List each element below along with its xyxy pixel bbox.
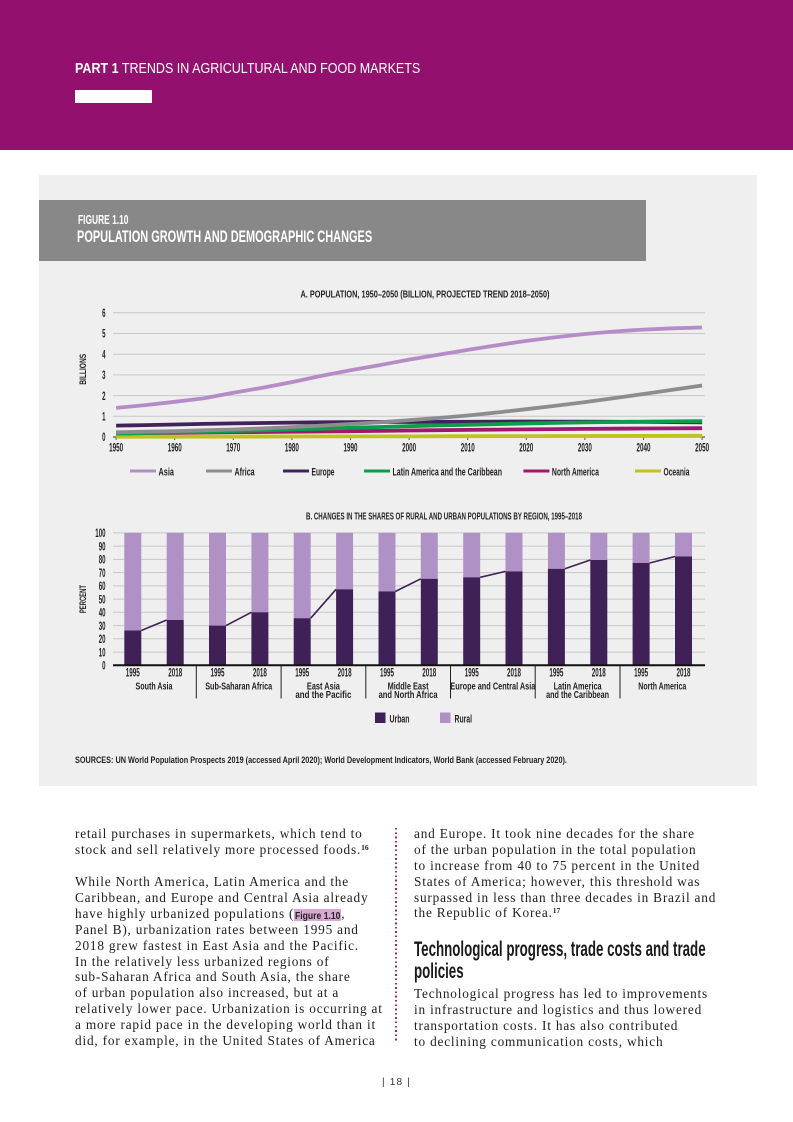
svg-text:Latin America and the Caribbea: Latin America and the Caribbean <box>393 466 503 478</box>
svg-text:1995: 1995 <box>634 667 648 679</box>
svg-text:1995: 1995 <box>295 667 309 679</box>
svg-text:1970: 1970 <box>226 443 240 455</box>
svg-text:Sub-Saharan Africa: Sub-Saharan Africa <box>205 680 272 692</box>
svg-text:1980: 1980 <box>285 443 299 455</box>
svg-text:BILLIONS: BILLIONS <box>78 354 89 385</box>
svg-text:1960: 1960 <box>168 443 182 455</box>
svg-text:1995: 1995 <box>126 667 140 679</box>
svg-text:East Asia: East Asia <box>307 680 340 692</box>
svg-text:1995: 1995 <box>465 667 479 679</box>
svg-text:and the Caribbean: and the Caribbean <box>546 689 609 701</box>
svg-text:2010: 2010 <box>461 443 475 455</box>
svg-text:90: 90 <box>99 541 106 553</box>
svg-text:2018: 2018 <box>677 667 691 679</box>
svg-text:0: 0 <box>102 661 105 673</box>
svg-text:Europe: Europe <box>312 466 335 478</box>
svg-text:Middle East: Middle East <box>388 680 429 692</box>
svg-text:100: 100 <box>95 528 105 540</box>
svg-text:2050: 2050 <box>695 443 709 455</box>
svg-text:Europe and Central Asia: Europe and Central Asia <box>450 680 535 692</box>
svg-text:North America: North America <box>552 466 600 478</box>
svg-text:1: 1 <box>102 412 106 424</box>
svg-text:3: 3 <box>102 370 105 382</box>
svg-text:Asia: Asia <box>159 466 175 478</box>
svg-text:Africa: Africa <box>235 466 256 478</box>
svg-text:2018: 2018 <box>592 667 606 679</box>
svg-text:North America: North America <box>638 680 686 692</box>
svg-text:2018: 2018 <box>507 667 521 679</box>
svg-text:6: 6 <box>102 308 105 320</box>
svg-text:60: 60 <box>99 581 106 593</box>
svg-text:5: 5 <box>102 329 106 341</box>
svg-text:10: 10 <box>99 647 106 659</box>
svg-text:South Asia: South Asia <box>136 680 173 692</box>
svg-text:2018: 2018 <box>168 667 182 679</box>
svg-text:Urban: Urban <box>390 714 410 726</box>
svg-text:2018: 2018 <box>253 667 267 679</box>
svg-text:1995: 1995 <box>549 667 563 679</box>
svg-text:2020: 2020 <box>519 443 533 455</box>
svg-text:0: 0 <box>102 432 105 444</box>
svg-text:2018: 2018 <box>338 667 352 679</box>
svg-text:2: 2 <box>102 391 105 403</box>
svg-text:PERCENT: PERCENT <box>78 585 89 613</box>
svg-text:A. POPULATION, 1950–2050 (BILL: A. POPULATION, 1950–2050 (BILLION, PROJE… <box>301 290 550 301</box>
svg-text:Oceania: Oceania <box>664 466 691 478</box>
svg-text:80: 80 <box>99 555 106 567</box>
svg-text:1995: 1995 <box>211 667 225 679</box>
svg-text:and North Africa: and North Africa <box>379 689 438 701</box>
svg-text:and the Pacific: and the Pacific <box>295 689 351 701</box>
svg-text:4: 4 <box>102 349 106 361</box>
svg-text:B. CHANGES IN THE SHARES OF RU: B. CHANGES IN THE SHARES OF RURAL AND UR… <box>306 511 582 522</box>
svg-text:2040: 2040 <box>637 443 651 455</box>
svg-text:30: 30 <box>99 621 106 633</box>
svg-text:2030: 2030 <box>578 443 592 455</box>
svg-text:40: 40 <box>99 608 106 620</box>
svg-text:20: 20 <box>99 634 106 646</box>
svg-text:1990: 1990 <box>344 443 358 455</box>
svg-text:Rural: Rural <box>455 714 473 726</box>
svg-text:50: 50 <box>99 594 106 606</box>
svg-text:2018: 2018 <box>422 667 436 679</box>
svg-text:70: 70 <box>99 568 106 580</box>
svg-text:1995: 1995 <box>380 667 394 679</box>
svg-text:Latin America: Latin America <box>554 680 602 692</box>
svg-text:2000: 2000 <box>402 443 416 455</box>
svg-text:1950: 1950 <box>109 443 123 455</box>
